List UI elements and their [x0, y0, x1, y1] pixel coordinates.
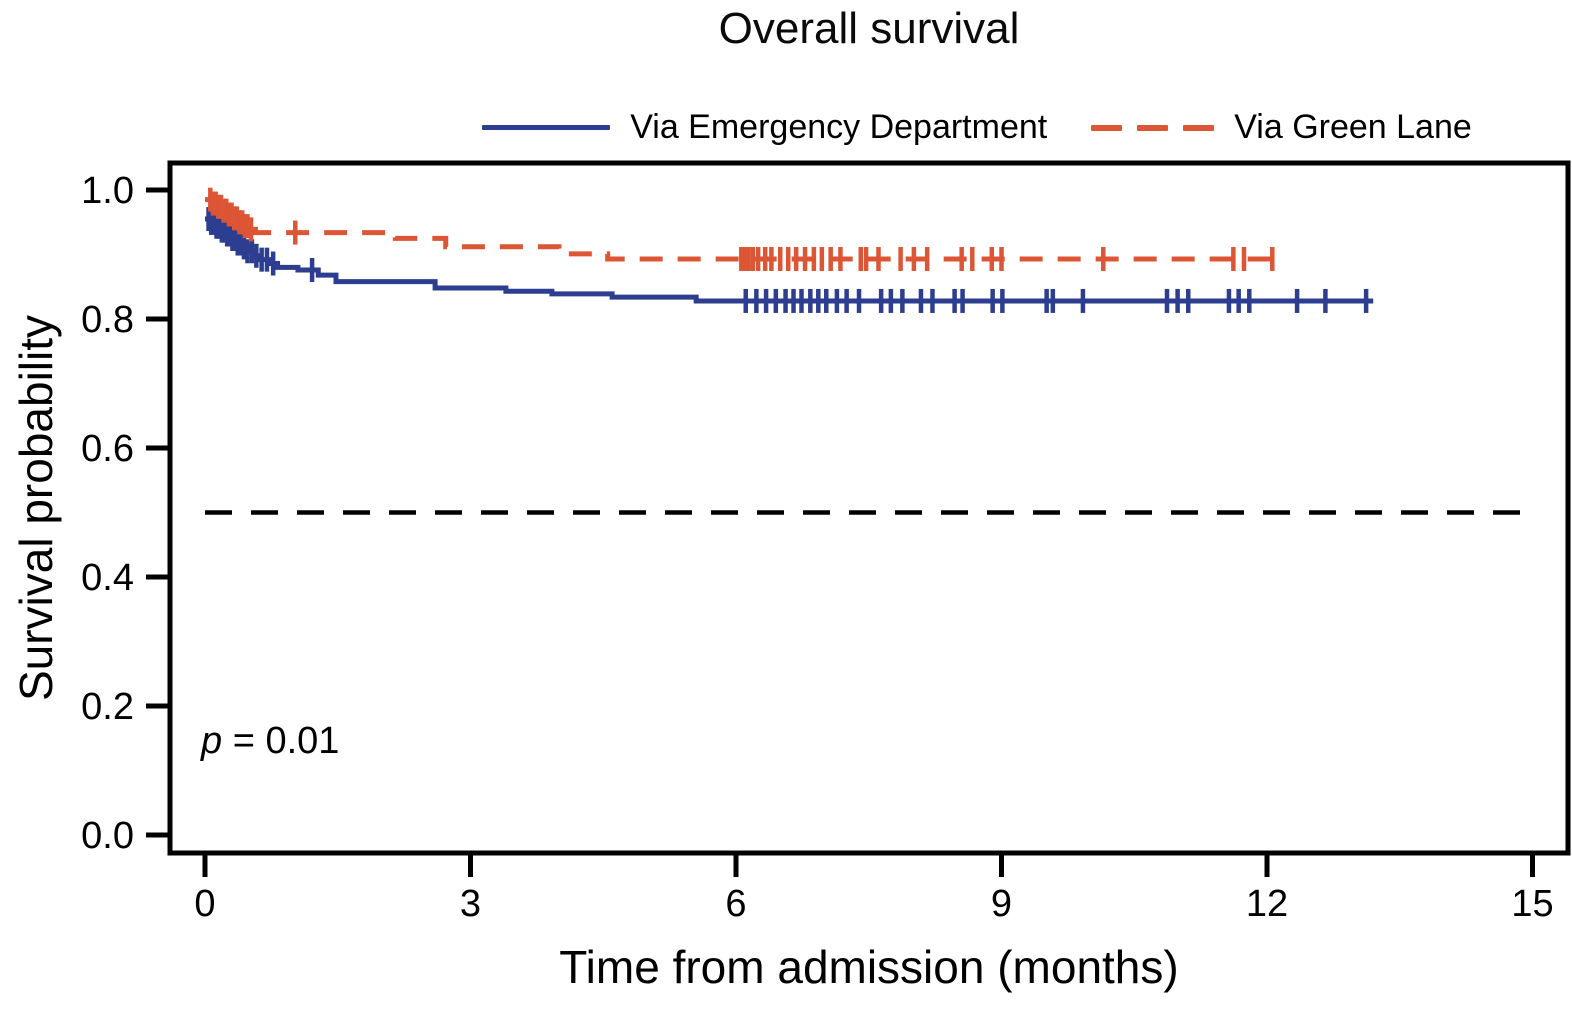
legend-label-green-lane: Via Green Lane [1234, 108, 1472, 146]
legend-solid-line-swatch [482, 125, 611, 130]
legend-dashed-line-swatch [1091, 124, 1215, 131]
y-axis-tick-label: 0.2 [81, 686, 134, 728]
legend-dash-segment [1183, 124, 1215, 131]
legend-item-green-lane: Via Green Lane [1091, 108, 1472, 147]
y-axis-tick-label: 0.0 [81, 815, 134, 857]
legend-dash-segment [1137, 124, 1169, 131]
p-value-annotation: p = 0.01 [201, 720, 339, 763]
y-axis-tick-label: 1.0 [81, 170, 134, 212]
legend-dash-segment [1091, 124, 1123, 131]
legend-item-emergency-department: Via Emergency Department [482, 108, 1047, 147]
x-axis-tick-label: 9 [991, 883, 1012, 925]
x-axis-title: Time from admission (months) [559, 941, 1179, 993]
x-axis-tick-label: 12 [1246, 883, 1288, 925]
x-axis-tick-label: 3 [460, 883, 481, 925]
chart-title: Overall survival [718, 4, 1020, 53]
p-value-text: = 0.01 [222, 720, 340, 762]
y-axis-tick-label: 0.6 [81, 428, 134, 470]
p-symbol: p [201, 720, 223, 762]
x-axis-tick-label: 6 [725, 883, 746, 925]
plot-border [167, 160, 1571, 856]
y-axis-tick-label: 0.8 [81, 299, 134, 341]
y-axis-tick-label: 0.4 [81, 557, 134, 599]
legend: Via Emergency Department Via Green Lane [278, 108, 1572, 147]
x-axis-tick-label: 15 [1511, 883, 1553, 925]
legend-label-emergency-department: Via Emergency Department [630, 108, 1048, 146]
x-axis-tick-label: 0 [194, 883, 215, 925]
